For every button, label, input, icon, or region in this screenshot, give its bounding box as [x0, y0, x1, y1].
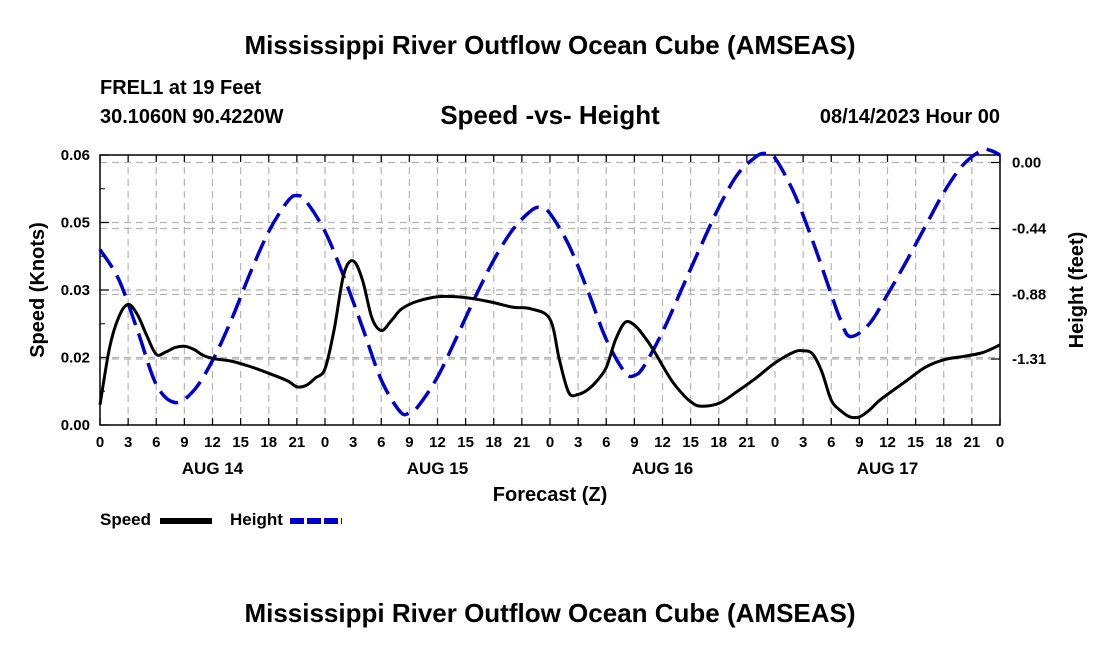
x-tick-label: 12	[429, 434, 446, 451]
x-tick-label: 3	[574, 434, 582, 451]
x-tick-label: 12	[204, 434, 221, 451]
legend-speed-label: Speed	[100, 510, 152, 529]
x-tick-label: 18	[710, 434, 727, 451]
chart-grid	[100, 155, 1000, 425]
x-tick-label: 6	[827, 434, 835, 451]
x-tick-label: 12	[879, 434, 896, 451]
y-axis-label: Speed (Knots)	[27, 222, 49, 358]
x-tick-label: 18	[935, 434, 952, 451]
x-tick-label: 6	[602, 434, 610, 451]
x-tick-label: 0	[96, 434, 104, 451]
y2-tick-label: 0.00	[1012, 155, 1041, 172]
x-day-label: AUG 17	[857, 459, 918, 478]
speed-series-line	[98, 259, 1001, 420]
legend-speed-swatch	[160, 518, 212, 524]
x-axis-label: Forecast (Z)	[493, 484, 607, 506]
x-tick-label: 21	[964, 434, 981, 451]
x-tick-label: 15	[232, 434, 249, 451]
y-tick-label: 0.00	[61, 417, 90, 434]
x-tick-label: 9	[180, 434, 188, 451]
x-day-label: AUG 15	[407, 459, 468, 478]
x-tick-label: 3	[124, 434, 132, 451]
x-day-label: AUG 16	[632, 459, 693, 478]
x-tick-label: 18	[260, 434, 277, 451]
x-tick-label: 21	[739, 434, 756, 451]
legend-height-swatch	[290, 518, 342, 524]
chart-subtitle: Speed -vs- Height	[440, 100, 660, 130]
x-tick-label: 18	[485, 434, 502, 451]
x-tick-label: 15	[907, 434, 924, 451]
x-tick-label: 3	[349, 434, 357, 451]
chart-axes: 0 3 6 9 12 15 18 21 0 3 6 9 12 15 18 21 0 3 6 9 12 15 18 21 0 3 6 9…	[61, 147, 1047, 478]
x-tick-label: 15	[457, 434, 474, 451]
x-tick-label: 6	[377, 434, 385, 451]
x-tick-label: 9	[630, 434, 638, 451]
y-tick-label: 0.06	[61, 147, 90, 164]
y-tick-label: 0.02	[61, 350, 90, 367]
page-title: Mississippi River Outflow Ocean Cube (AM…	[244, 30, 856, 60]
x-tick-label: 21	[514, 434, 531, 451]
y-tick-label: 0.05	[61, 215, 90, 232]
x-tick-label: 12	[654, 434, 671, 451]
footer-title: Mississippi River Outflow Ocean Cube (AM…	[244, 598, 856, 628]
x-tick-label: 0	[771, 434, 779, 451]
legend-height-label: Height	[230, 510, 283, 529]
y2-tick-label: -0.88	[1012, 287, 1046, 304]
x-tick-label: 0	[996, 434, 1004, 451]
y2-tick-label: -1.31	[1012, 351, 1046, 368]
station-label: FREL1 at 19 Feet	[100, 77, 262, 99]
x-tick-label: 9	[855, 434, 863, 451]
x-tick-label: 0	[546, 434, 554, 451]
y-tick-label: 0.03	[61, 282, 90, 299]
coordinates-label: 30.1060N 90.4220W	[100, 106, 284, 128]
forecast-datetime: 08/14/2023 Hour 00	[819, 106, 1000, 128]
x-tick-label: 15	[682, 434, 699, 451]
y2-tick-label: -0.44	[1012, 221, 1047, 238]
x-tick-label: 3	[799, 434, 807, 451]
x-tick-label: 0	[321, 434, 329, 451]
x-day-label: AUG 14	[182, 459, 244, 478]
y2-axis-label: Height (feet)	[1066, 232, 1088, 349]
x-tick-label: 21	[289, 434, 306, 451]
x-tick-label: 6	[152, 434, 160, 451]
x-tick-label: 9	[405, 434, 413, 451]
height-series-line	[98, 147, 1001, 417]
